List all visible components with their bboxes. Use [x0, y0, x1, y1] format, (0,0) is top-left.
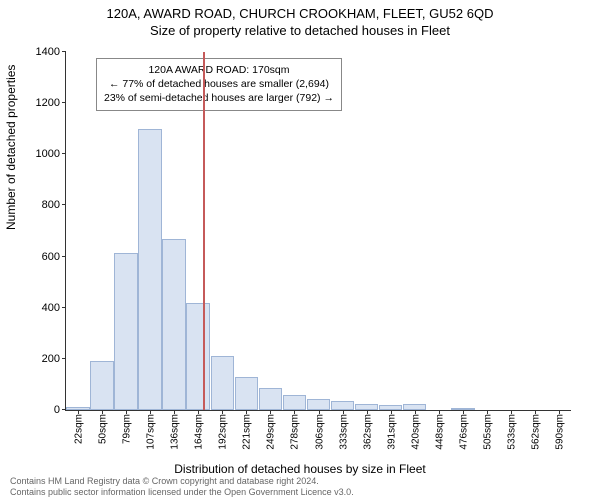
histogram-bar	[259, 388, 283, 410]
x-tick-label: 420sqm	[408, 414, 421, 450]
annotation-line2: ← 77% of detached houses are smaller (2,…	[104, 77, 334, 91]
y-tick-mark	[62, 153, 66, 154]
x-tick-label: 136sqm	[168, 414, 181, 450]
x-tick-mark	[535, 410, 536, 414]
x-tick-mark	[246, 410, 247, 414]
y-tick-label: 400	[42, 302, 66, 314]
chart-title-address: 120A, AWARD ROAD, CHURCH CROOKHAM, FLEET…	[0, 0, 600, 21]
y-tick-mark	[62, 51, 66, 52]
x-tick-label: 306sqm	[312, 414, 325, 450]
x-axis-label: Distribution of detached houses by size …	[0, 462, 600, 476]
x-tick-mark	[367, 410, 368, 414]
x-tick-label: 533sqm	[504, 414, 517, 450]
x-tick-mark	[150, 410, 151, 414]
x-tick-mark	[439, 410, 440, 414]
x-tick-mark	[294, 410, 295, 414]
histogram-bar	[114, 253, 138, 410]
x-tick-label: 278sqm	[288, 414, 301, 450]
footer-line1: Contains HM Land Registry data © Crown c…	[10, 476, 354, 487]
y-tick-mark	[62, 204, 66, 205]
x-tick-label: 391sqm	[384, 414, 397, 450]
x-tick-label: 476sqm	[456, 414, 469, 450]
histogram-bar	[331, 401, 355, 410]
x-tick-label: 50sqm	[96, 414, 109, 444]
footer-line2: Contains public sector information licen…	[10, 487, 354, 498]
annotation-line3: 23% of semi-detached houses are larger (…	[104, 91, 334, 105]
x-tick-mark	[391, 410, 392, 414]
x-tick-mark	[102, 410, 103, 414]
chart-title-subtitle: Size of property relative to detached ho…	[0, 21, 600, 38]
x-tick-mark	[270, 410, 271, 414]
x-tick-label: 107sqm	[144, 414, 157, 450]
x-tick-label: 192sqm	[216, 414, 229, 450]
x-tick-label: 249sqm	[264, 414, 277, 450]
x-tick-mark	[174, 410, 175, 414]
x-tick-label: 590sqm	[552, 414, 565, 450]
x-tick-label: 362sqm	[360, 414, 373, 450]
x-tick-label: 448sqm	[432, 414, 445, 450]
reference-line	[203, 52, 205, 410]
histogram-bar	[138, 129, 162, 410]
y-tick-mark	[62, 307, 66, 308]
y-tick-label: 1400	[36, 46, 66, 58]
x-tick-mark	[559, 410, 560, 414]
x-tick-label: 79sqm	[120, 414, 133, 444]
x-tick-label: 562sqm	[528, 414, 541, 450]
x-tick-mark	[415, 410, 416, 414]
annotation-line1: 120A AWARD ROAD: 170sqm	[104, 63, 334, 77]
footer-attribution: Contains HM Land Registry data © Crown c…	[10, 476, 354, 498]
histogram-bar	[186, 303, 210, 410]
y-tick-label: 200	[42, 353, 66, 365]
x-tick-mark	[343, 410, 344, 414]
x-tick-label: 22sqm	[72, 414, 85, 444]
histogram-bar	[307, 399, 331, 411]
x-tick-mark	[198, 410, 199, 414]
plot-area: 120A AWARD ROAD: 170sqm ← 77% of detache…	[65, 52, 571, 411]
x-tick-mark	[222, 410, 223, 414]
y-tick-label: 600	[42, 251, 66, 263]
x-tick-mark	[511, 410, 512, 414]
x-tick-label: 221sqm	[240, 414, 253, 450]
x-tick-mark	[319, 410, 320, 414]
histogram-bar	[162, 239, 186, 410]
histogram-bar	[283, 395, 307, 410]
y-tick-mark	[62, 102, 66, 103]
x-tick-mark	[126, 410, 127, 414]
annotation-box: 120A AWARD ROAD: 170sqm ← 77% of detache…	[96, 58, 342, 111]
y-tick-mark	[62, 256, 66, 257]
x-tick-label: 164sqm	[192, 414, 205, 450]
x-tick-label: 333sqm	[336, 414, 349, 450]
y-tick-label: 1200	[36, 97, 66, 109]
y-tick-mark	[62, 358, 66, 359]
y-axis-label: Number of detached properties	[4, 65, 18, 230]
y-tick-label: 800	[42, 199, 66, 211]
histogram-bar	[211, 356, 235, 410]
histogram-bar	[90, 361, 114, 410]
chart-container: 120A, AWARD ROAD, CHURCH CROOKHAM, FLEET…	[0, 0, 600, 500]
y-tick-label: 1000	[36, 148, 66, 160]
x-tick-mark	[463, 410, 464, 414]
x-tick-label: 505sqm	[480, 414, 493, 450]
histogram-bar	[235, 377, 259, 410]
y-tick-label: 0	[54, 404, 66, 416]
x-tick-mark	[487, 410, 488, 414]
x-tick-mark	[78, 410, 79, 414]
